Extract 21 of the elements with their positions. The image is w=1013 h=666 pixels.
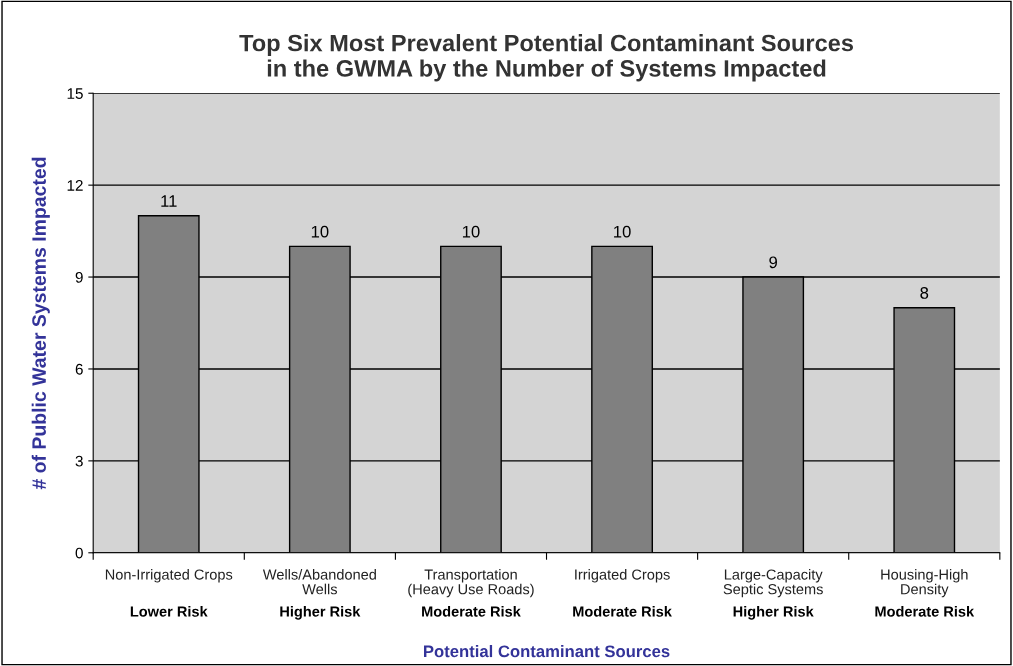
chart-title: Top Six Most Prevalent Potential Contaminant Sources in the GWMA by the Number of Systems Impacted: [239, 34, 854, 82]
x-tick-label: Wells/Abandoned Wells Higher Risk: [262, 569, 376, 620]
y-tick-label: 12: [67, 180, 83, 191]
category-label: Irrigated Crops Moderate Risk: [573, 569, 672, 617]
x-tick-label: Large-Capacity Septic Systems Higher Risk: [723, 569, 823, 620]
data-label: 10: [462, 225, 480, 238]
y-tick-label: 0: [75, 547, 83, 559]
data-label: 10: [614, 225, 631, 238]
data-label: 10: [311, 225, 329, 238]
data-label: 8: [920, 287, 929, 299]
x-axis-title: Potential Contaminant Sources: [424, 645, 670, 658]
y-tick-label: 15: [67, 88, 83, 99]
y-tick-label: 9: [75, 271, 83, 283]
x-tick-label: Transportation (Heavy Use Roads) Moderate Risk: [408, 569, 534, 617]
y-tick-label: 6: [75, 363, 83, 375]
category-label: Non-Irrigated Crops Lower Risk: [105, 569, 233, 617]
x-tick-label: Housing-High Density Moderate Risk: [875, 569, 975, 617]
data-label: 11: [161, 195, 177, 207]
y-axis-title: # of Public Water Systems Impacted: [31, 157, 50, 490]
y-tick-label: 3: [75, 455, 83, 467]
data-label: 9: [769, 256, 778, 269]
